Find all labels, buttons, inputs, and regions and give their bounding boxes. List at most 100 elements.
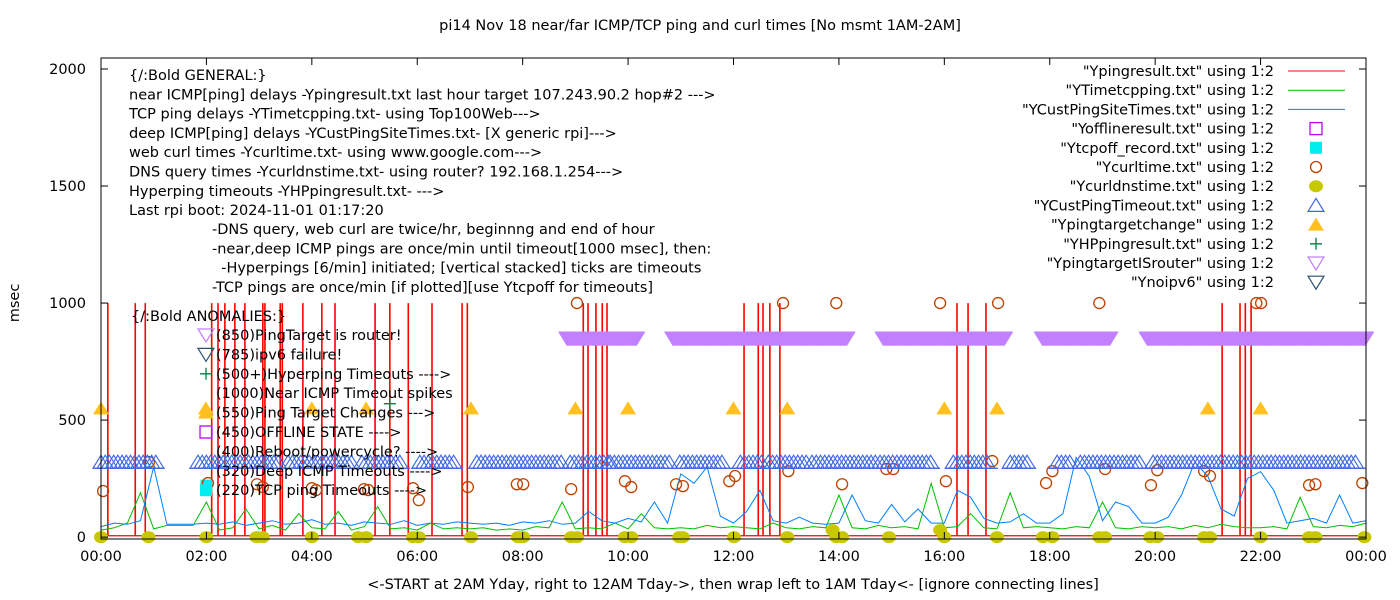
ycurltime-marker bbox=[250, 478, 264, 491]
ycurltime-marker bbox=[406, 482, 420, 495]
ycurltime-marker bbox=[1098, 462, 1112, 476]
ycurltime-marker bbox=[1203, 469, 1217, 483]
legend-filled-square-icon bbox=[1310, 141, 1322, 154]
legend-open-down-triangle-icon bbox=[1306, 275, 1326, 291]
x-tick-label: 00:00 bbox=[80, 549, 122, 565]
series-ycustpingsitetimes bbox=[100, 456, 1367, 528]
ycurltime-marker bbox=[256, 480, 269, 494]
ycurldnstime-marker bbox=[516, 531, 531, 544]
ycurltime-marker bbox=[510, 478, 524, 491]
series-ycurldnstime bbox=[94, 524, 1372, 544]
ycurldnstime-marker bbox=[881, 531, 896, 544]
ycurltime-marker bbox=[880, 462, 893, 476]
anomaly-key-open-square-icon bbox=[199, 425, 213, 439]
ypingtargetchange-marker bbox=[936, 401, 953, 415]
legend: "Ypingresult.txt" using 1:2 "YTimetcpping… bbox=[1022, 64, 1345, 291]
legend-label: "YCustPingTimeout.txt" using 1:2 bbox=[1034, 198, 1274, 214]
ycurltime-marker bbox=[362, 483, 375, 497]
legend-label: "Ypingtargetchange" using 1:2 bbox=[1051, 218, 1274, 234]
anomaly-key-filled-triangle-icon bbox=[198, 405, 214, 419]
ycurldnstime-marker bbox=[1202, 531, 1217, 544]
ycurldnstime-marker bbox=[780, 531, 795, 544]
legend-label: "Ytcpoff_record.txt" using 1:2 bbox=[1060, 141, 1274, 157]
series-ycustpingtimeout bbox=[91, 454, 1367, 469]
y-tick-label: 0 bbox=[77, 530, 86, 546]
ycurltime-marker bbox=[676, 479, 690, 493]
x-tick-label: 20:00 bbox=[1134, 549, 1176, 565]
anomaly-key-filled-square-icon bbox=[200, 484, 212, 497]
x-tick-label: 16:00 bbox=[923, 549, 965, 565]
ycurldnstime-marker bbox=[411, 531, 426, 544]
general-note-detail: -DNS query, web curl are twice/hr, begin… bbox=[212, 222, 655, 238]
general-note-line: deep ICMP[ping] delays -YCustPingSiteTim… bbox=[129, 126, 617, 142]
ycurldnstime-marker bbox=[990, 531, 1005, 544]
series-ytimetcpping bbox=[100, 481, 1367, 531]
ypingtargetchange-marker bbox=[567, 401, 584, 415]
ycurltime-marker bbox=[782, 464, 795, 478]
legend-open-triangle-icon bbox=[1306, 197, 1326, 212]
ypingtargetisrouter-marker bbox=[995, 331, 1014, 347]
legend-label: "YpingtargetISrouter" using 1:2 bbox=[1047, 256, 1274, 272]
ycurltime-marker bbox=[1254, 296, 1268, 310]
legend-filled-circle-icon bbox=[1309, 180, 1323, 193]
ycurltime-marker bbox=[618, 475, 632, 488]
ycurltime-marker bbox=[728, 469, 742, 483]
general-note-line: web curl times -Ycurltime.txt- using www… bbox=[129, 145, 542, 161]
ypingtargetisrouter-marker bbox=[627, 331, 646, 347]
y-tick-label: 500 bbox=[58, 413, 86, 429]
ycurltime-marker bbox=[1093, 296, 1106, 310]
ypingtargetisrouter-marker bbox=[837, 331, 856, 347]
axes: 00:00 02:00 04:00 06:00 08:00 10:00 12:00 14:00… bbox=[49, 57, 1387, 565]
general-note-line: Hyperping timeouts -YHPpingresult.txt- -… bbox=[129, 184, 444, 200]
ycurldnstime-marker bbox=[624, 531, 639, 544]
x-tick-label: 22:00 bbox=[1240, 549, 1282, 565]
y-tick-label: 1000 bbox=[49, 296, 86, 312]
ycurldnstime-marker bbox=[1098, 531, 1113, 544]
ycurltime-marker bbox=[991, 296, 1005, 310]
ypingtargetchange-marker bbox=[358, 401, 375, 415]
legend-label: "Ynoipv6" using 1:2 bbox=[1131, 275, 1274, 291]
legend-plus-icon bbox=[1310, 237, 1322, 250]
ycurltime-marker bbox=[887, 462, 900, 476]
ycurldnstime-marker bbox=[255, 531, 270, 544]
anomaly-item: (450)OFFLINE STATE ----> bbox=[216, 425, 402, 441]
general-note-line: TCP ping delays -YTimetcpping.txt- using… bbox=[128, 107, 541, 123]
legend-open-down-triangle-icon bbox=[1306, 256, 1326, 272]
ypingtargetchange-marker bbox=[989, 401, 1006, 415]
ycurltime-marker bbox=[1151, 464, 1164, 477]
y-tick-label: 1500 bbox=[49, 179, 86, 195]
anomalies-title: {/:Bold ANOMALIES:} bbox=[131, 309, 286, 325]
ycurltime-marker bbox=[1302, 479, 1316, 492]
legend-open-square-icon bbox=[1309, 121, 1323, 136]
x-tick-label: 14:00 bbox=[818, 549, 860, 565]
ycurldnstime-marker bbox=[141, 531, 156, 544]
series-ypingtargetchange bbox=[93, 401, 1269, 415]
legend-label: "Ycurldnstime.txt" using 1:2 bbox=[1070, 179, 1274, 195]
general-note-detail: -Hyperpings [6/min] initiated; [vertical… bbox=[212, 261, 701, 277]
series-yhppingresult bbox=[383, 397, 396, 410]
ycurldnstime-marker bbox=[835, 531, 850, 544]
ycurltime-marker bbox=[1046, 464, 1059, 478]
ycurltime-marker bbox=[461, 480, 475, 494]
x-axis-label: <-START at 2AM Yday, right to 12AM Tday-… bbox=[367, 577, 1099, 593]
anomaly-key-plus-icon bbox=[200, 367, 212, 380]
x-tick-label: 12:00 bbox=[713, 549, 755, 565]
anomaly-item: (400)Reboot/powercycle? ----> bbox=[216, 444, 438, 460]
anomaly-item: (220)TCP ping Timeouts ----> bbox=[216, 483, 427, 499]
ycurldnstime-marker bbox=[675, 531, 690, 544]
ycurltime-marker bbox=[412, 493, 425, 507]
x-tick-label: 00:00 bbox=[1345, 549, 1387, 565]
anomaly-key-open-down-triangle-icon bbox=[196, 328, 216, 344]
ycurltime-marker bbox=[1309, 478, 1322, 491]
legend-label: "YTimetcpping.txt" using 1:2 bbox=[1066, 83, 1274, 99]
plot-marks bbox=[91, 296, 1375, 544]
anomaly-item: (320)Deep ICMP Timeouts ----> bbox=[216, 464, 443, 480]
ycurltime-marker bbox=[1250, 296, 1263, 310]
ycurltime-marker bbox=[357, 482, 371, 496]
ycurldnstime-marker bbox=[1045, 531, 1060, 544]
ypingtargetchange-marker bbox=[779, 401, 796, 415]
legend-open-circle-icon bbox=[1309, 160, 1323, 174]
anomaly-key-open-down-triangle-icon bbox=[196, 347, 216, 363]
